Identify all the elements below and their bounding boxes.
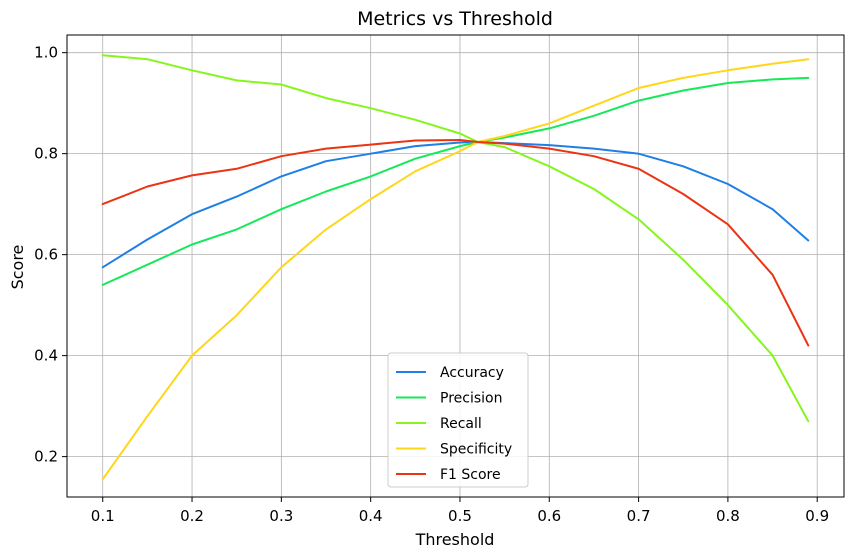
x-tick-label: 0.9	[805, 507, 829, 525]
chart-title: Metrics vs Threshold	[357, 8, 553, 30]
y-axis-title: Score	[8, 245, 27, 290]
x-tick-label: 0.1	[91, 507, 115, 525]
x-tick-label: 0.7	[627, 507, 651, 525]
series-line-accuracy	[101, 141, 810, 269]
x-tick-label: 0.8	[716, 507, 740, 525]
legend-label-accuracy: Accuracy	[440, 365, 504, 381]
axis-ticks: 0.1 0.2 0.3 0.4 0.5 0.6 0.7 0.8 0.9 0.2 0.4 0.6 0.8 1…	[34, 44, 829, 525]
x-axis-title: Threshold	[415, 530, 495, 549]
series-line-recall	[101, 54, 810, 423]
legend-label-f1-score: F1 Score	[440, 467, 501, 483]
legend-label-specificity: Specificity	[440, 442, 512, 458]
series-line-specificity	[101, 58, 810, 481]
y-tick-label: 0.2	[34, 448, 58, 466]
y-tick-label: 1.0	[34, 44, 58, 62]
legend: Accuracy Precision Recall Specificity F1 Sco…	[387, 352, 529, 488]
legend-label-precision: Precision	[440, 391, 502, 407]
legend-label-recall: Recall	[440, 416, 482, 432]
x-tick-label: 0.2	[180, 507, 204, 525]
series-lines	[101, 54, 810, 481]
x-tick-label: 0.5	[448, 507, 472, 525]
x-tick-label: 0.3	[269, 507, 293, 525]
y-tick-label: 0.6	[34, 246, 58, 264]
plot-frame	[66, 34, 845, 498]
series-line-precision	[101, 76, 810, 286]
y-tick-label: 0.8	[34, 145, 58, 163]
series-line-f1-score	[101, 139, 810, 347]
x-tick-label: 0.6	[537, 507, 561, 525]
x-tick-label: 0.4	[359, 507, 383, 525]
legend-box	[387, 352, 529, 488]
y-tick-label: 0.4	[34, 347, 58, 365]
